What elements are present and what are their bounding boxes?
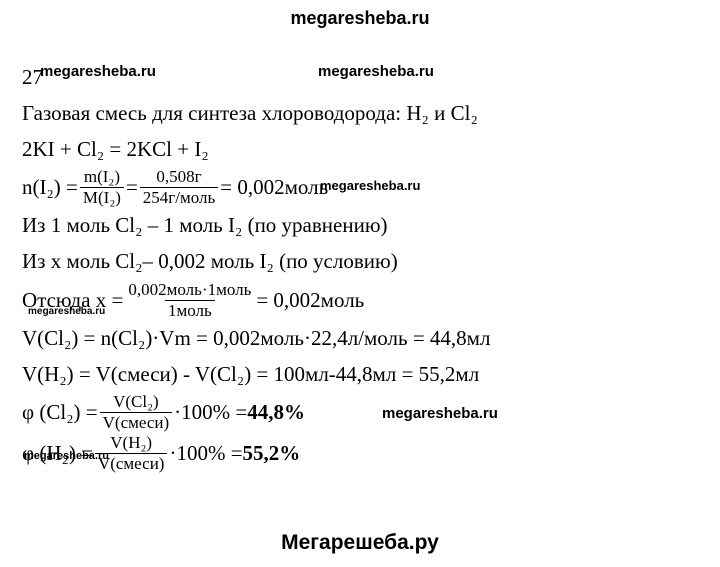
x-frac-den: 1моль bbox=[165, 300, 215, 320]
phi-h2-num: V(H₂) bbox=[107, 434, 155, 453]
intro-text: Газовая смесь для синтеза хлороводорода:… bbox=[22, 97, 478, 130]
n-i2-frac1: m(I₂) M(I₂) bbox=[80, 168, 124, 207]
ratio-line-1: Из 1 моль Cl₂ – 1 моль I₂ (по уравнению) bbox=[22, 209, 698, 243]
x-rhs: = 0,002моль bbox=[256, 284, 364, 317]
equation-text: 2KI + Cl₂ = 2KCl + I₂ bbox=[22, 133, 209, 166]
n-i2-line: n(I₂) = m(I₂) M(I₂) = 0,508г 254г/моль =… bbox=[22, 168, 698, 207]
x-frac-num: 0,002моль·1моль bbox=[125, 281, 254, 300]
x-lhs: Отсюда x = bbox=[22, 284, 123, 317]
v-cl2-line: V(Cl₂) = n(Cl₂)·Vm = 0,002моль·22,4л/мол… bbox=[22, 321, 698, 355]
phi-cl2-num: V(Cl₂) bbox=[110, 393, 162, 412]
phi-h2-lhs: φ (H₂) = bbox=[22, 437, 93, 470]
v-h2-text: V(H₂) = V(смеси) - V(Cl₂) = 100мл-44,8мл… bbox=[22, 358, 479, 391]
ratio2-text: Из x моль Cl₂– 0,002 моль I₂ (по условию… bbox=[22, 245, 398, 278]
n-i2-frac1-num: m(I₂) bbox=[81, 168, 123, 187]
ratio-line-2: Из x моль Cl₂– 0,002 моль I₂ (по условию… bbox=[22, 245, 698, 279]
task-number-row: 27 bbox=[22, 60, 698, 94]
phi-h2-mid: ·100% = bbox=[169, 437, 242, 470]
phi-h2-den: V(смеси) bbox=[95, 453, 168, 473]
page: megaresheba.ru Мегарешеба.ру megaresheba… bbox=[0, 0, 720, 567]
watermark-bottom: Мегарешеба.ру bbox=[0, 531, 720, 555]
solution-body: 27 Газовая смесь для синтеза хлороводоро… bbox=[22, 58, 698, 475]
n-i2-frac2: 0,508г 254г/моль bbox=[140, 168, 218, 207]
phi-cl2-lhs: φ (Cl₂) = bbox=[22, 396, 98, 429]
n-i2-eq1: = bbox=[126, 171, 138, 204]
watermark-top: megaresheba.ru bbox=[0, 8, 720, 29]
x-frac: 0,002моль·1моль 1моль bbox=[125, 281, 254, 320]
phi-cl2-result: 44,8% bbox=[247, 396, 305, 429]
phi-h2-frac: V(H₂) V(смеси) bbox=[95, 434, 168, 473]
task-number: 27 bbox=[22, 61, 43, 94]
n-i2-lhs: n(I₂) = bbox=[22, 171, 78, 204]
n-i2-frac2-num: 0,508г bbox=[153, 168, 204, 187]
n-i2-rhs: = 0,002моль bbox=[220, 171, 328, 204]
v-h2-line: V(H₂) = V(смеси) - V(Cl₂) = 100мл-44,8мл… bbox=[22, 357, 698, 391]
phi-h2-result: 55,2% bbox=[243, 437, 301, 470]
n-i2-frac1-den: M(I₂) bbox=[80, 187, 124, 207]
chemical-equation: 2KI + Cl₂ = 2KCl + I₂ bbox=[22, 132, 698, 166]
v-cl2-text: V(Cl₂) = n(Cl₂)·Vm = 0,002моль·22,4л/мол… bbox=[22, 322, 490, 355]
x-line: Отсюда x = 0,002моль·1моль 1моль = 0,002… bbox=[22, 281, 698, 320]
phi-h2-line: φ (H₂) = V(H₂) V(смеси) ·100% = 55,2% bbox=[22, 434, 698, 473]
intro-line: Газовая смесь для синтеза хлороводорода:… bbox=[22, 96, 698, 130]
n-i2-frac2-den: 254г/моль bbox=[140, 187, 218, 207]
phi-cl2-mid: ·100% = bbox=[174, 396, 247, 429]
ratio1-text: Из 1 моль Cl₂ – 1 моль I₂ (по уравнению) bbox=[22, 209, 388, 242]
phi-cl2-line: φ (Cl₂) = V(Cl₂) V(смеси) ·100% = 44,8% bbox=[22, 393, 698, 432]
phi-cl2-frac: V(Cl₂) V(смеси) bbox=[100, 393, 173, 432]
phi-cl2-den: V(смеси) bbox=[100, 412, 173, 432]
